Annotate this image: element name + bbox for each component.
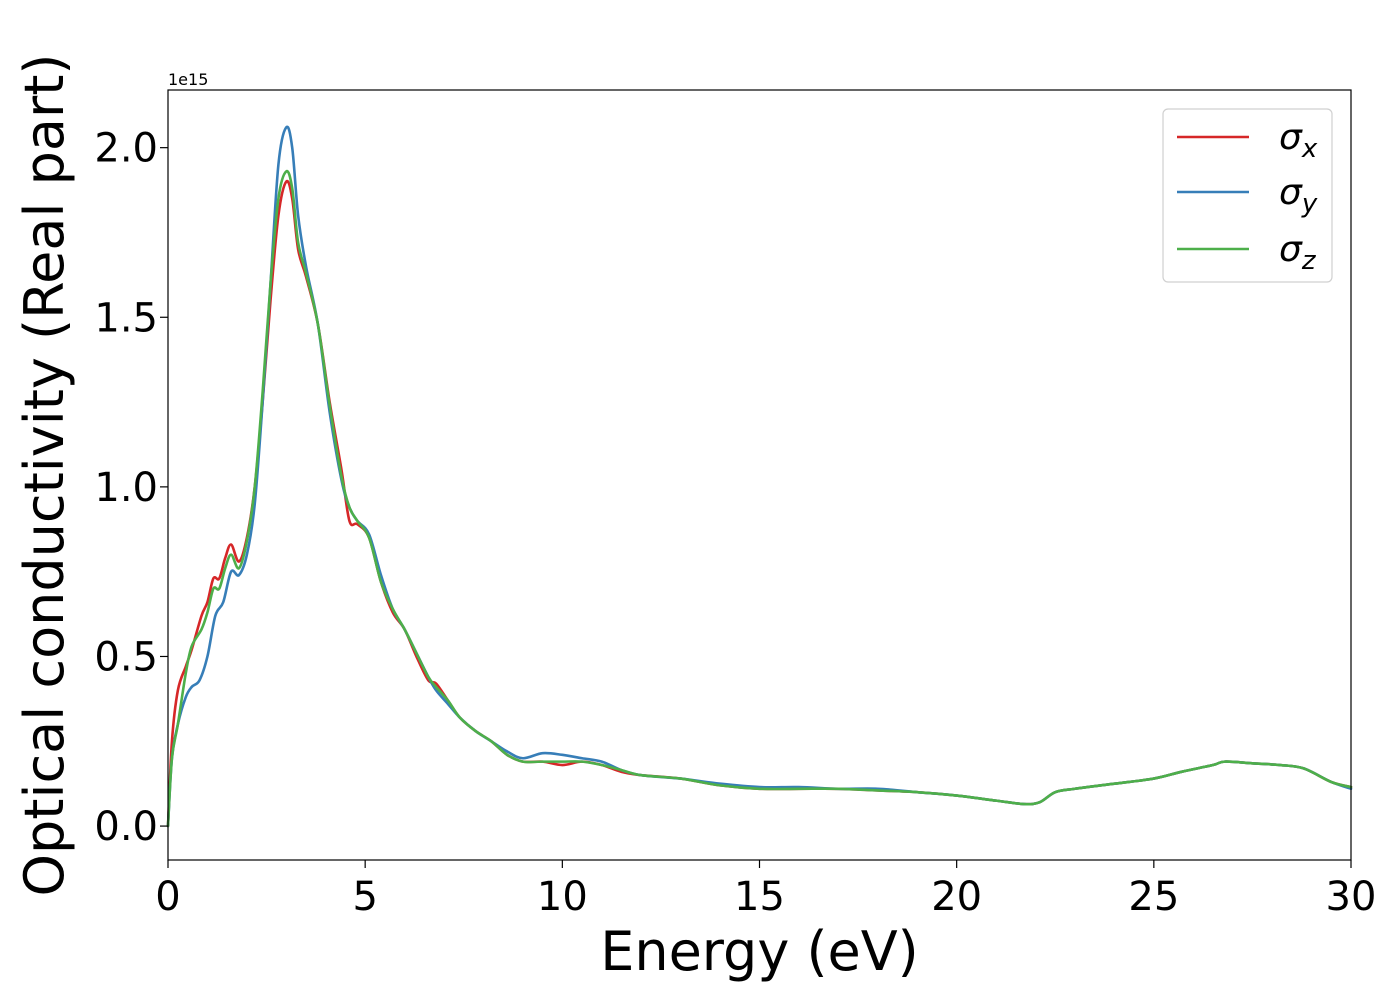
y-tick-label: 1.0 [94,465,158,511]
y-tick-label: 2.0 [94,126,158,172]
x-axis-ticks: 0 5 10 15 20 25 30 [155,860,1376,920]
series-line-sigma-z [166,169,1353,828]
y-tick-label: 0.5 [94,634,158,680]
x-tick-label: 15 [734,874,785,920]
y-tick-label: 0.0 [94,804,158,850]
y-axis-title: Optical conductivity (Real part) [13,54,76,897]
y-offset-label: 1e15 [168,70,208,89]
x-tick-label: 25 [1128,874,1179,920]
x-tick-label: 30 [1326,874,1377,920]
x-tick-label: 0 [155,874,180,920]
plot-area [166,89,1353,861]
y-tick-label: 1.5 [94,295,158,341]
series-layer [166,125,1353,828]
x-tick-label: 10 [537,874,588,920]
x-tick-label: 5 [352,874,377,920]
legend-label-sigma-x: σx [1279,117,1318,164]
legend-box [1162,108,1333,283]
y-axis-ticks: 0.0 0.5 1.0 1.5 2.0 [94,126,168,850]
x-axis-title: Energy (eV) [600,920,919,983]
x-tick-label: 20 [931,874,982,920]
legend-label-sigma-y: σy [1279,172,1318,219]
